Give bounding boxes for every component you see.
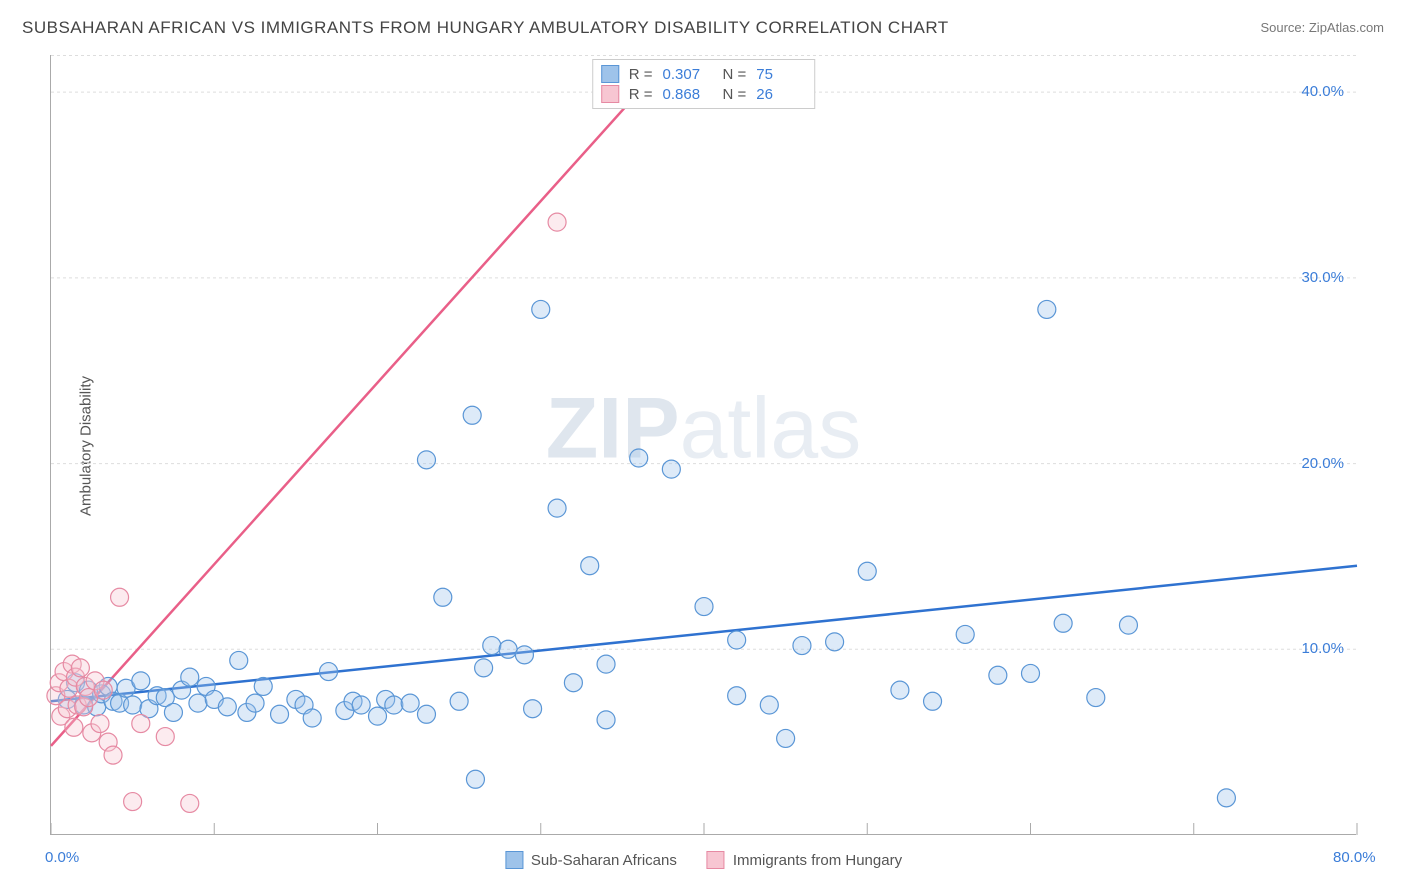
data-point (466, 770, 484, 788)
data-point (417, 451, 435, 469)
data-point (189, 694, 207, 712)
data-point (91, 715, 109, 733)
legend-r-value: 0.868 (663, 86, 713, 103)
data-point (1217, 789, 1235, 807)
legend-swatch (601, 65, 619, 83)
data-point (450, 692, 468, 710)
legend-label: Sub-Saharan Africans (531, 852, 677, 869)
data-point (385, 696, 403, 714)
data-point (104, 746, 122, 764)
data-point (728, 631, 746, 649)
data-point (369, 707, 387, 725)
data-point (1087, 689, 1105, 707)
legend-swatch (707, 851, 725, 869)
legend-r-value: 0.307 (663, 66, 713, 83)
legend-row: R = 0.307 N = 75 (601, 64, 807, 84)
x-tick-label: 0.0% (45, 849, 79, 866)
data-point (515, 646, 533, 664)
data-point (597, 655, 615, 673)
data-point (181, 668, 199, 686)
legend-series: Sub-Saharan Africans Immigrants from Hung… (505, 851, 902, 869)
data-point (417, 705, 435, 723)
x-tick-label: 80.0% (1333, 849, 1376, 866)
data-point (132, 672, 150, 690)
data-point (924, 692, 942, 710)
data-point (891, 681, 909, 699)
legend-swatch (505, 851, 523, 869)
data-point (65, 718, 83, 736)
data-point (352, 696, 370, 714)
data-point (1038, 300, 1056, 318)
data-point (1119, 616, 1137, 634)
legend-n-value: 75 (756, 66, 806, 83)
legend-n-value: 26 (756, 86, 806, 103)
data-point (989, 666, 1007, 684)
y-tick-label: 40.0% (1301, 83, 1344, 100)
data-point (401, 694, 419, 712)
data-point (434, 588, 452, 606)
data-point (475, 659, 493, 677)
data-point (760, 696, 778, 714)
data-point (1054, 614, 1072, 632)
data-point (826, 633, 844, 651)
legend-item: Sub-Saharan Africans (505, 851, 677, 869)
data-point (1022, 664, 1040, 682)
data-point (124, 696, 142, 714)
legend-item: Immigrants from Hungary (707, 851, 902, 869)
data-point (320, 663, 338, 681)
data-point (548, 213, 566, 231)
legend-r-key: R = (629, 86, 653, 103)
data-point (777, 729, 795, 747)
legend-correlation: R = 0.307 N = 75 R = 0.868 N = 26 (592, 59, 816, 109)
y-tick-label: 20.0% (1301, 455, 1344, 472)
data-point (156, 728, 174, 746)
data-point (271, 705, 289, 723)
data-point (532, 300, 550, 318)
data-point (695, 598, 713, 616)
data-point (254, 677, 272, 695)
data-point (793, 637, 811, 655)
data-point (858, 562, 876, 580)
legend-r-key: R = (629, 66, 653, 83)
data-point (463, 406, 481, 424)
data-point (662, 460, 680, 478)
data-point (548, 499, 566, 517)
legend-row: R = 0.868 N = 26 (601, 84, 807, 104)
data-point (124, 793, 142, 811)
data-point (71, 659, 89, 677)
data-point (581, 557, 599, 575)
chart-source: Source: ZipAtlas.com (1260, 20, 1384, 35)
data-point (956, 625, 974, 643)
data-point (230, 651, 248, 669)
chart-svg (51, 55, 1356, 834)
data-point (94, 681, 112, 699)
data-point (164, 703, 182, 721)
data-point (303, 709, 321, 727)
plot-area: ZIPatlas R =0.307N =75R =0.868N =26 Sub-… (50, 55, 1356, 835)
data-point (564, 674, 582, 692)
data-point (218, 698, 236, 716)
data-point (181, 794, 199, 812)
y-tick-label: 30.0% (1301, 269, 1344, 286)
data-point (246, 694, 264, 712)
data-point (483, 637, 501, 655)
data-point (630, 449, 648, 467)
legend-swatch (601, 85, 619, 103)
data-point (728, 687, 746, 705)
data-point (499, 640, 517, 658)
chart-title: SUBSAHARAN AFRICAN VS IMMIGRANTS FROM HU… (22, 18, 949, 38)
data-point (597, 711, 615, 729)
y-tick-label: 10.0% (1301, 640, 1344, 657)
legend-n-key: N = (723, 86, 747, 103)
data-point (111, 588, 129, 606)
data-point (524, 700, 542, 718)
legend-n-key: N = (723, 66, 747, 83)
data-point (132, 715, 150, 733)
legend-label: Immigrants from Hungary (733, 852, 902, 869)
